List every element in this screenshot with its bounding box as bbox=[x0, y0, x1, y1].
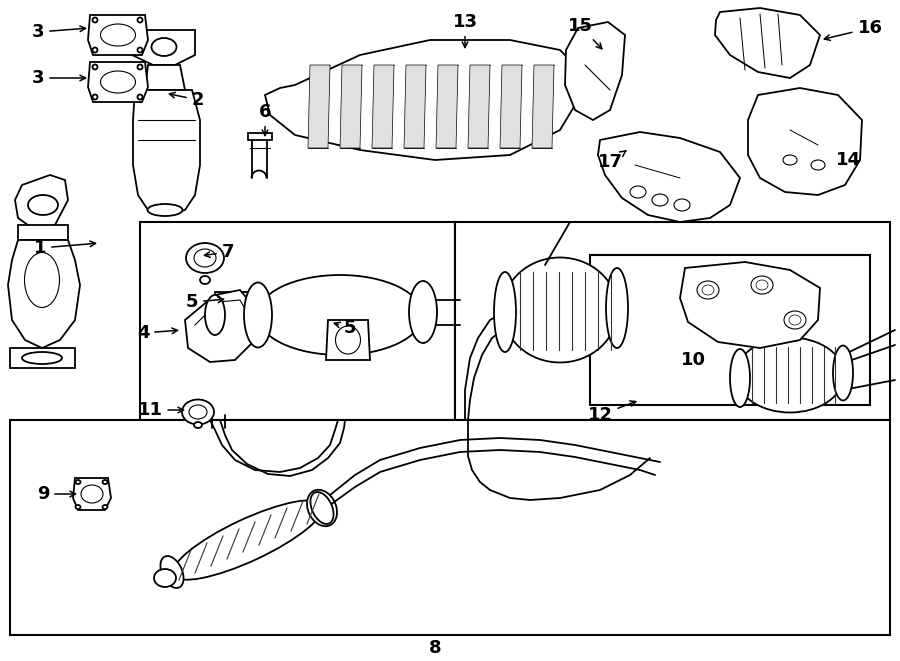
Ellipse shape bbox=[257, 275, 422, 355]
Polygon shape bbox=[468, 65, 490, 148]
Ellipse shape bbox=[138, 65, 142, 69]
Polygon shape bbox=[265, 40, 590, 160]
Ellipse shape bbox=[93, 17, 97, 22]
Text: 9: 9 bbox=[37, 485, 76, 503]
Text: 8: 8 bbox=[428, 639, 441, 657]
Polygon shape bbox=[565, 22, 625, 120]
Ellipse shape bbox=[93, 95, 97, 100]
Text: 15: 15 bbox=[568, 17, 602, 49]
Ellipse shape bbox=[138, 48, 142, 52]
Ellipse shape bbox=[93, 48, 97, 52]
Text: 16: 16 bbox=[824, 19, 883, 40]
Text: 4: 4 bbox=[137, 324, 177, 342]
Ellipse shape bbox=[138, 95, 142, 100]
Ellipse shape bbox=[730, 349, 750, 407]
Polygon shape bbox=[598, 132, 740, 222]
Ellipse shape bbox=[736, 338, 844, 412]
Ellipse shape bbox=[307, 490, 337, 526]
Text: 10: 10 bbox=[680, 351, 706, 369]
Ellipse shape bbox=[148, 204, 183, 216]
Polygon shape bbox=[248, 133, 272, 140]
Polygon shape bbox=[88, 15, 148, 55]
Bar bbox=[140, 222, 455, 420]
Polygon shape bbox=[340, 65, 362, 148]
Ellipse shape bbox=[93, 65, 97, 69]
Ellipse shape bbox=[244, 282, 272, 348]
Text: 5: 5 bbox=[334, 319, 356, 337]
Bar bbox=[590, 255, 870, 405]
Text: 14: 14 bbox=[835, 151, 860, 169]
Text: 3: 3 bbox=[32, 69, 86, 87]
Ellipse shape bbox=[103, 480, 107, 484]
Polygon shape bbox=[145, 65, 185, 90]
Ellipse shape bbox=[606, 268, 628, 348]
Polygon shape bbox=[500, 65, 522, 148]
Ellipse shape bbox=[310, 492, 334, 524]
Polygon shape bbox=[404, 65, 426, 148]
Ellipse shape bbox=[151, 38, 176, 56]
Ellipse shape bbox=[833, 346, 853, 401]
Polygon shape bbox=[252, 137, 267, 138]
Polygon shape bbox=[215, 292, 255, 308]
Ellipse shape bbox=[494, 272, 516, 352]
Polygon shape bbox=[748, 88, 862, 195]
Ellipse shape bbox=[182, 399, 214, 424]
Ellipse shape bbox=[502, 258, 617, 362]
Polygon shape bbox=[308, 65, 330, 148]
Bar bbox=[455, 222, 890, 420]
Polygon shape bbox=[372, 65, 394, 148]
Polygon shape bbox=[8, 240, 80, 348]
Ellipse shape bbox=[76, 480, 80, 484]
Text: 12: 12 bbox=[588, 401, 635, 424]
Ellipse shape bbox=[138, 17, 142, 22]
Ellipse shape bbox=[173, 500, 323, 580]
Polygon shape bbox=[133, 90, 200, 215]
Polygon shape bbox=[73, 478, 111, 510]
Ellipse shape bbox=[205, 295, 225, 335]
Text: 11: 11 bbox=[138, 401, 184, 419]
Bar bbox=[10, 420, 890, 635]
Ellipse shape bbox=[194, 422, 202, 428]
Polygon shape bbox=[326, 320, 370, 360]
Ellipse shape bbox=[22, 352, 62, 364]
Ellipse shape bbox=[200, 276, 210, 284]
Ellipse shape bbox=[103, 505, 107, 509]
Text: 2: 2 bbox=[169, 91, 204, 109]
Polygon shape bbox=[18, 225, 68, 240]
Ellipse shape bbox=[76, 505, 80, 509]
Ellipse shape bbox=[160, 556, 184, 588]
Ellipse shape bbox=[28, 195, 58, 215]
Text: 5: 5 bbox=[185, 293, 223, 311]
Polygon shape bbox=[715, 8, 820, 78]
Text: 1: 1 bbox=[34, 239, 95, 257]
Ellipse shape bbox=[154, 569, 176, 587]
Text: 7: 7 bbox=[204, 243, 234, 261]
Text: 13: 13 bbox=[453, 13, 478, 48]
Polygon shape bbox=[532, 65, 554, 148]
Text: 17: 17 bbox=[598, 151, 626, 171]
Ellipse shape bbox=[186, 243, 224, 273]
Ellipse shape bbox=[409, 281, 437, 343]
Polygon shape bbox=[132, 30, 195, 65]
Polygon shape bbox=[15, 175, 68, 230]
Text: 3: 3 bbox=[32, 23, 86, 41]
Polygon shape bbox=[436, 65, 458, 148]
Polygon shape bbox=[10, 348, 75, 368]
Text: 6: 6 bbox=[259, 103, 271, 136]
Polygon shape bbox=[680, 262, 820, 348]
Polygon shape bbox=[88, 62, 148, 102]
Polygon shape bbox=[185, 290, 255, 362]
